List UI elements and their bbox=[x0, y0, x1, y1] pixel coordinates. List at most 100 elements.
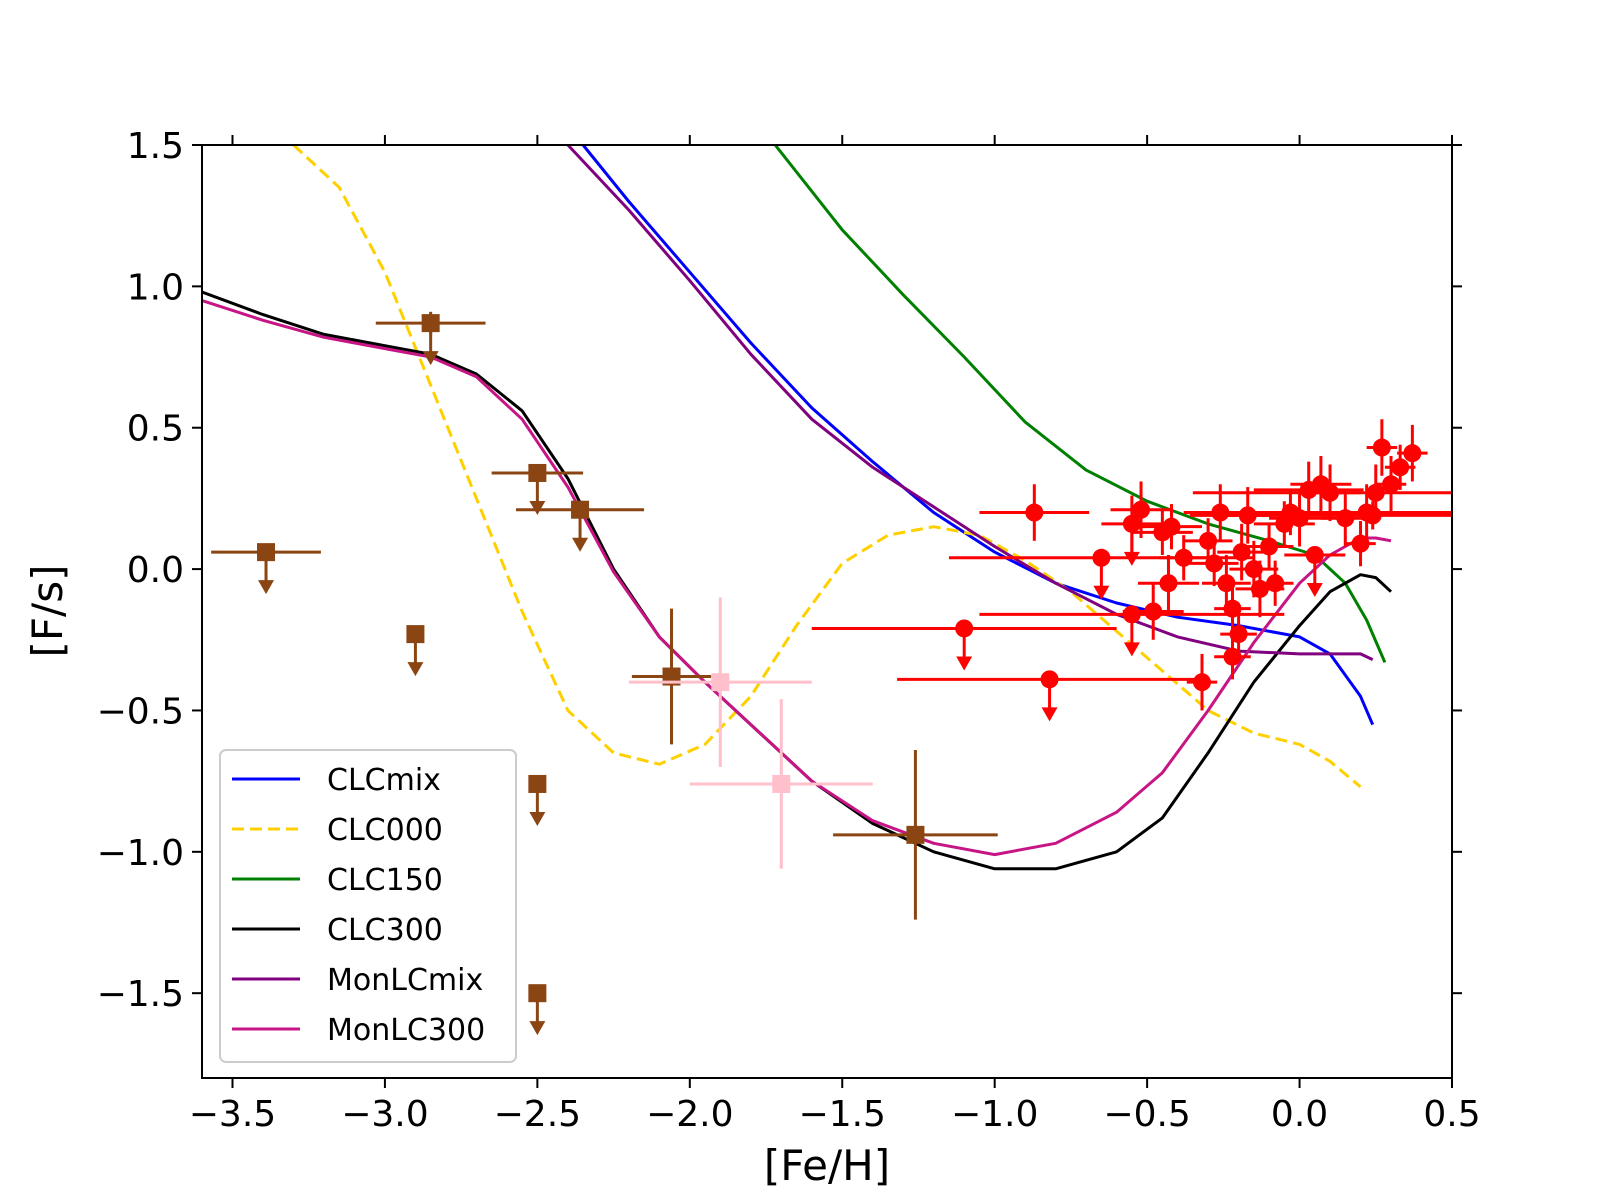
square-marker bbox=[406, 625, 425, 644]
legend-label-monlc300: MonLC300 bbox=[327, 1013, 485, 1048]
square-marker bbox=[571, 500, 590, 519]
circle-marker bbox=[1403, 444, 1422, 463]
circle-marker bbox=[1193, 673, 1211, 692]
circle-marker bbox=[1223, 599, 1242, 618]
brown-squares-point bbox=[406, 625, 425, 677]
circle-marker bbox=[1040, 670, 1059, 689]
red-circles-point bbox=[1256, 560, 1294, 606]
red-circles-point bbox=[1101, 495, 1163, 566]
red-circles-point bbox=[1220, 611, 1257, 657]
circle-marker bbox=[1391, 458, 1410, 477]
red-circles-point bbox=[1189, 540, 1239, 587]
brown-squares-point bbox=[528, 774, 547, 826]
circle-marker bbox=[1244, 560, 1263, 579]
x-tick-label: 0.5 bbox=[1423, 1094, 1480, 1135]
upper-limit-arrow bbox=[529, 811, 546, 826]
red-circles-point bbox=[1141, 504, 1202, 550]
brown-squares-point bbox=[516, 500, 645, 552]
circle-marker bbox=[1266, 574, 1285, 593]
square-marker bbox=[257, 543, 276, 562]
upper-limit-arrow bbox=[529, 500, 546, 515]
circle-marker bbox=[1363, 506, 1382, 525]
circle-marker bbox=[1025, 503, 1044, 522]
upper-limit-arrow bbox=[1306, 582, 1323, 597]
y-tick-label: 1.5 bbox=[127, 126, 184, 167]
circle-marker bbox=[1174, 548, 1193, 567]
circle-marker bbox=[1092, 548, 1111, 567]
circle-marker bbox=[955, 619, 974, 638]
legend-label-clc000: CLC000 bbox=[327, 813, 443, 848]
y-tick-label: −1.5 bbox=[97, 974, 184, 1015]
x-tick-label: −3.0 bbox=[341, 1094, 428, 1135]
series-line-monlcmix bbox=[566, 145, 1374, 661]
square-marker bbox=[421, 314, 440, 333]
circle-marker bbox=[1199, 531, 1218, 550]
red-circles-point bbox=[1397, 424, 1428, 482]
red-circles-point bbox=[811, 619, 1117, 671]
red-circles-point bbox=[1284, 545, 1346, 597]
square-marker bbox=[711, 673, 730, 692]
legend: CLCmix CLC000 CLC150 CLC300 MonLCmix MonLC300 bbox=[219, 749, 517, 1063]
upper-limit-arrow bbox=[529, 1021, 546, 1036]
x-tick-label: −3.5 bbox=[189, 1094, 276, 1135]
red-circles-point bbox=[1345, 521, 1376, 567]
upper-limit-arrow bbox=[407, 662, 424, 677]
x-tick-label: −2.5 bbox=[494, 1094, 581, 1135]
y-tick-label: −1.0 bbox=[97, 833, 184, 874]
square-marker bbox=[772, 774, 791, 793]
legend-label-clc150: CLC150 bbox=[327, 863, 443, 898]
circle-marker bbox=[1122, 514, 1141, 533]
circle-marker bbox=[1217, 574, 1236, 593]
red-circles-point bbox=[1214, 634, 1251, 680]
red-circles-point bbox=[1186, 653, 1218, 711]
square-marker bbox=[528, 984, 547, 1003]
brown-squares-point bbox=[375, 311, 486, 366]
circle-marker bbox=[1162, 517, 1181, 536]
upper-limit-arrow bbox=[422, 351, 439, 366]
legend-label-clcmix: CLCmix bbox=[327, 763, 441, 798]
y-tick-label: −0.5 bbox=[97, 691, 184, 732]
legend-label-monlcmix: MonLCmix bbox=[327, 963, 483, 998]
series-layer bbox=[202, 145, 1393, 871]
series-line-clcmix bbox=[581, 145, 1375, 726]
circle-marker bbox=[1366, 483, 1385, 502]
circle-marker bbox=[1260, 537, 1279, 556]
upper-limit-arrow bbox=[1123, 642, 1140, 657]
x-tick-label: −1.5 bbox=[799, 1094, 886, 1135]
red-circles-point bbox=[897, 670, 1202, 722]
observations-layer bbox=[211, 311, 1452, 1036]
brown-squares-point bbox=[833, 750, 998, 920]
y-axis-label: [F/s] bbox=[23, 565, 72, 658]
red-circles-point bbox=[1189, 501, 1452, 530]
x-axis-label: [Fe/H] bbox=[764, 1141, 890, 1190]
x-tick-label: −0.5 bbox=[1103, 1094, 1190, 1135]
circle-marker bbox=[1372, 438, 1391, 457]
x-tick-label: −1.0 bbox=[951, 1094, 1038, 1135]
axis-ticks bbox=[192, 135, 1462, 1088]
circle-marker bbox=[1122, 605, 1141, 624]
y-tick-label: 1.0 bbox=[127, 267, 184, 308]
y-tick-label: 0.0 bbox=[127, 550, 184, 591]
plot-frame bbox=[201, 144, 1453, 1079]
circle-marker bbox=[1159, 574, 1178, 593]
upper-limit-arrow bbox=[956, 656, 973, 671]
circle-marker bbox=[1229, 625, 1248, 644]
red-circles-point bbox=[1183, 518, 1233, 564]
pink-squares-point bbox=[628, 597, 812, 767]
brown-squares-point bbox=[491, 463, 584, 515]
upper-limit-arrow bbox=[572, 537, 589, 552]
circle-marker bbox=[1351, 534, 1370, 553]
square-marker bbox=[528, 463, 547, 482]
upper-limit-arrow bbox=[1123, 551, 1140, 566]
square-marker bbox=[906, 825, 925, 844]
tick-labels: −3.5 −3.0 −2.5 −2.0 −1.5 −1.0 −0.5 0.0 0.5 1.5 1.0… bbox=[97, 126, 1481, 1135]
circle-marker bbox=[1382, 475, 1401, 494]
upper-limit-arrow bbox=[258, 580, 275, 595]
legend-label-clc300: CLC300 bbox=[327, 913, 443, 948]
circle-marker bbox=[1144, 602, 1163, 621]
brown-squares-point bbox=[528, 984, 547, 1036]
brown-squares-point bbox=[211, 543, 321, 595]
x-tick-label: 0.0 bbox=[1271, 1094, 1328, 1135]
pink-squares-point bbox=[689, 699, 873, 869]
